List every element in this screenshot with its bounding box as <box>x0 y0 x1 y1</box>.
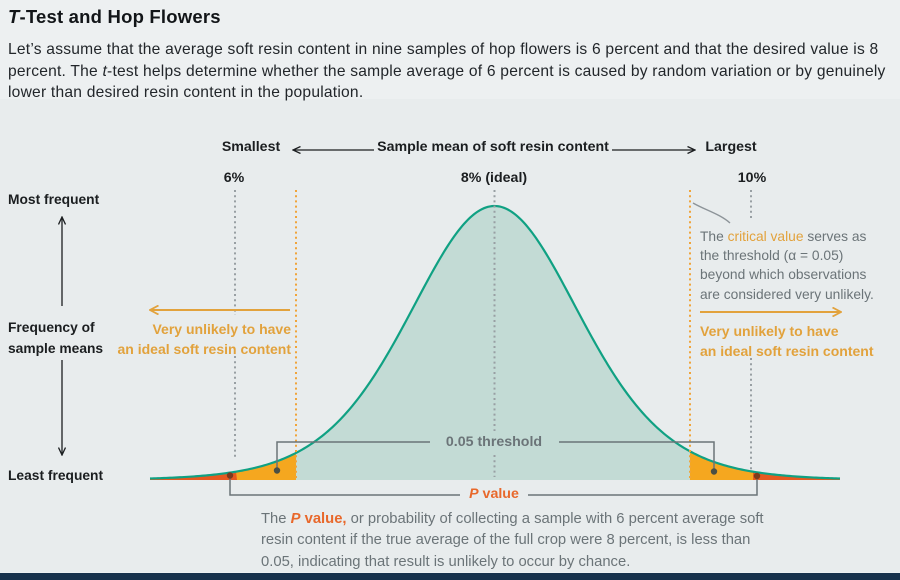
likely-region-fill <box>296 206 690 480</box>
intro-line2a: percent. The <box>8 62 103 80</box>
critical-value-connector <box>692 202 731 224</box>
gray-dotted-lines <box>234 190 752 477</box>
caption-line2: resin content if the true average of the… <box>261 532 751 549</box>
unlikely-left-line1: Very unlikely to have <box>152 321 291 337</box>
caption-pre: The <box>261 511 291 527</box>
rejection-region-right-fill <box>690 451 840 480</box>
pvalue-label-p: P <box>469 486 479 502</box>
annot-line2: the threshold (α = 0.05) <box>700 248 844 264</box>
pvalue-dot-left <box>226 472 234 479</box>
rejection-region-left-fill <box>150 452 296 480</box>
annot-pre: The <box>700 229 728 244</box>
bottom-bar <box>0 573 900 580</box>
title-rest: -Test and Hop Flowers <box>19 6 221 27</box>
intro-italic-t: t <box>102 62 108 80</box>
annot-line4: are considered very unlikely. <box>700 286 874 302</box>
pvalue-label-value: value <box>478 486 519 502</box>
threshold-bracket <box>276 441 715 470</box>
annot-line3: beyond which observations <box>700 267 867 283</box>
y-label-frequency-line2: sample means <box>8 340 104 356</box>
caption-pvalue-p: P <box>290 511 301 527</box>
threshold-dot-left <box>273 467 281 474</box>
caption-line3: 0.05, indicating that result is unlikely… <box>261 553 631 570</box>
pvalue-caption: The P value, or probability of collectin… <box>261 509 764 573</box>
intro-line2b: -test helps determine whether the sample… <box>107 62 886 80</box>
axis-label-largest-text: Largest <box>705 139 757 155</box>
y-label-least-frequent: Least frequent <box>8 468 104 483</box>
unlikely-right-line1: Very unlikely to have <box>700 323 839 339</box>
axis-label-mean-text: Sample mean of soft resin content <box>377 139 609 155</box>
tick-6pct-text: 6% <box>223 170 245 186</box>
intro-paragraph: Let’s assume that the average soft resin… <box>8 39 886 104</box>
intro-line3: lower than desired resin content in the … <box>8 84 364 101</box>
annot-highlight: critical value <box>727 229 804 244</box>
caption-line1: or probability of collecting a sample wi… <box>346 511 764 527</box>
pvalue-dot-right <box>753 472 761 480</box>
threshold-label-text: 0.05 threshold <box>445 434 543 450</box>
unlikely-left-line2: an ideal soft resin content <box>117 341 291 357</box>
figure-title: T-Test and Hop Flowers <box>8 6 221 28</box>
title-italic-t: T <box>8 6 20 27</box>
y-label-most-frequent: Most frequent <box>8 192 100 207</box>
tick-10pct-text: 10% <box>737 170 767 186</box>
pvalue-bracket <box>229 477 758 496</box>
caption-pvalue-rest: value, <box>300 511 347 527</box>
unlikely-text-right: Very unlikely to have an ideal soft resi… <box>700 321 873 361</box>
pvalue-label-text: P value <box>469 486 519 502</box>
unlikely-text-left: Very unlikely to have an ideal soft resi… <box>118 319 291 359</box>
tick-8pct-text: 8% (ideal) <box>460 170 528 186</box>
axis-label-smallest-text: Smallest <box>221 139 281 155</box>
y-label-frequency-line1: Frequency of <box>8 320 95 335</box>
threshold-dot-right <box>710 468 718 475</box>
unlikely-right-line2: an ideal soft resin content <box>700 343 874 359</box>
annot-post: serves as <box>803 229 867 244</box>
critical-value-annotation: The critical value serves as the thresho… <box>700 227 874 304</box>
intro-line1: Let’s assume that the average soft resin… <box>8 41 879 58</box>
y-label-frequency: Frequency of sample means <box>8 318 103 359</box>
critical-value-dotted-lines <box>295 190 691 478</box>
